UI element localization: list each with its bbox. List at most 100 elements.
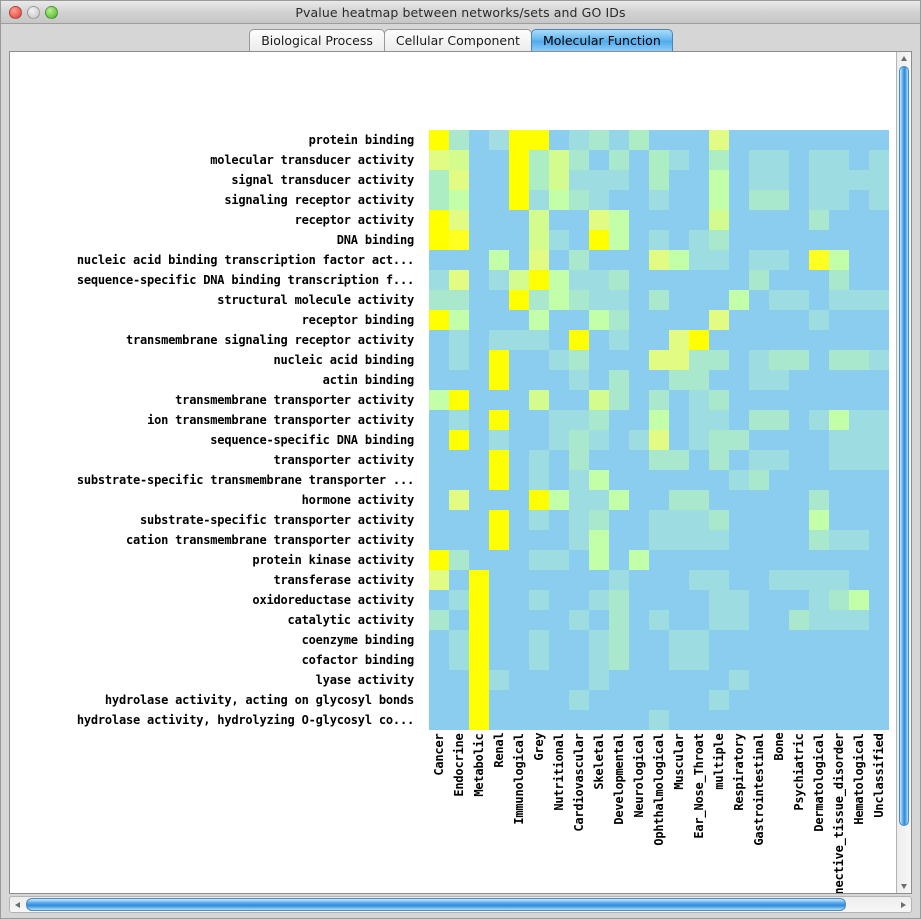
heatmap-cell[interactable] [829,370,849,390]
heatmap-cell[interactable] [589,290,609,310]
heatmap-cell[interactable] [789,630,809,650]
heatmap-cell[interactable] [609,470,629,490]
heatmap-cell[interactable] [429,330,449,350]
heatmap-cell[interactable] [429,310,449,330]
heatmap-cell[interactable] [729,150,749,170]
heatmap-cell[interactable] [869,290,889,310]
heatmap-cell[interactable] [729,330,749,350]
heatmap-cell[interactable] [809,670,829,690]
heatmap-cell[interactable] [669,430,689,450]
heatmap-cell[interactable] [629,310,649,330]
heatmap-cell[interactable] [649,130,669,150]
heatmap-cell[interactable] [709,470,729,490]
heatmap-cell[interactable] [689,390,709,410]
heatmap-cell[interactable] [489,150,509,170]
heatmap-cell[interactable] [669,570,689,590]
heatmap-cell[interactable] [729,250,749,270]
heatmap-cell[interactable] [669,550,689,570]
heatmap-cell[interactable] [589,130,609,150]
heatmap-cell[interactable] [569,630,589,650]
heatmap-cell[interactable] [429,470,449,490]
heatmap-cell[interactable] [849,690,869,710]
heatmap-cell[interactable] [709,510,729,530]
heatmap-cell[interactable] [749,590,769,610]
heatmap-cell[interactable] [769,690,789,710]
heatmap-cell[interactable] [569,230,589,250]
heatmap-cell[interactable] [789,210,809,230]
heatmap-cell[interactable] [829,390,849,410]
heatmap-cell[interactable] [689,590,709,610]
heatmap-cell[interactable] [489,650,509,670]
heatmap-cell[interactable] [629,490,649,510]
heatmap-cell[interactable] [469,690,489,710]
heatmap-cell[interactable] [789,350,809,370]
heatmap-cell[interactable] [569,290,589,310]
heatmap-cell[interactable] [569,350,589,370]
heatmap-cell[interactable] [429,510,449,530]
heatmap-cell[interactable] [789,390,809,410]
heatmap-cell[interactable] [609,690,629,710]
heatmap-cell[interactable] [789,490,809,510]
heatmap-cell[interactable] [669,470,689,490]
heatmap-cell[interactable] [649,610,669,630]
heatmap-cell[interactable] [689,470,709,490]
heatmap-cell[interactable] [689,630,709,650]
heatmap-cell[interactable] [429,630,449,650]
heatmap-cell[interactable] [829,250,849,270]
heatmap-cell[interactable] [509,630,529,650]
heatmap-cell[interactable] [769,650,789,670]
heatmap-cell[interactable] [569,170,589,190]
heatmap-cell[interactable] [689,570,709,590]
heatmap-cell[interactable] [789,470,809,490]
heatmap-cell[interactable] [709,330,729,350]
heatmap-cell[interactable] [629,710,649,730]
heatmap-cell[interactable] [589,510,609,530]
scroll-up-icon[interactable] [901,56,907,61]
heatmap-cell[interactable] [709,570,729,590]
heatmap-cell[interactable] [769,450,789,470]
heatmap-cell[interactable] [629,170,649,190]
heatmap-cell[interactable] [589,350,609,370]
heatmap-cell[interactable] [489,670,509,690]
heatmap-cell[interactable] [429,230,449,250]
heatmap-cell[interactable] [429,210,449,230]
heatmap-cell[interactable] [809,690,829,710]
heatmap-cell[interactable] [549,510,569,530]
heatmap-cell[interactable] [549,670,569,690]
heatmap-cell[interactable] [609,210,629,230]
heatmap-cell[interactable] [609,590,629,610]
heatmap-cell[interactable] [849,130,869,150]
heatmap-cell[interactable] [569,210,589,230]
heatmap-cell[interactable] [549,350,569,370]
heatmap-cell[interactable] [749,490,769,510]
heatmap-cell[interactable] [689,510,709,530]
heatmap-cell[interactable] [429,430,449,450]
heatmap-cell[interactable] [869,570,889,590]
heatmap-cell[interactable] [729,430,749,450]
heatmap-cell[interactable] [729,270,749,290]
heatmap-cell[interactable] [469,650,489,670]
heatmap-cell[interactable] [509,670,529,690]
heatmap-cell[interactable] [569,450,589,470]
heatmap-cell[interactable] [789,610,809,630]
heatmap-cell[interactable] [849,550,869,570]
heatmap-cell[interactable] [589,330,609,350]
heatmap-cell[interactable] [849,370,869,390]
heatmap-cell[interactable] [689,290,709,310]
heatmap-cell[interactable] [669,290,689,310]
heatmap-cell[interactable] [869,350,889,370]
heatmap-cell[interactable] [649,230,669,250]
heatmap-cell[interactable] [489,170,509,190]
heatmap-cell[interactable] [809,130,829,150]
heatmap-cell[interactable] [849,470,869,490]
heatmap-cell[interactable] [529,690,549,710]
heatmap-cell[interactable] [649,390,669,410]
heatmap-cell[interactable] [829,150,849,170]
heatmap-cell[interactable] [689,210,709,230]
heatmap-cell[interactable] [809,310,829,330]
tab-biological-process[interactable]: Biological Process [249,29,385,51]
heatmap-cell[interactable] [429,590,449,610]
heatmap-cell[interactable] [469,270,489,290]
heatmap-cell[interactable] [829,650,849,670]
heatmap-cell[interactable] [689,330,709,350]
